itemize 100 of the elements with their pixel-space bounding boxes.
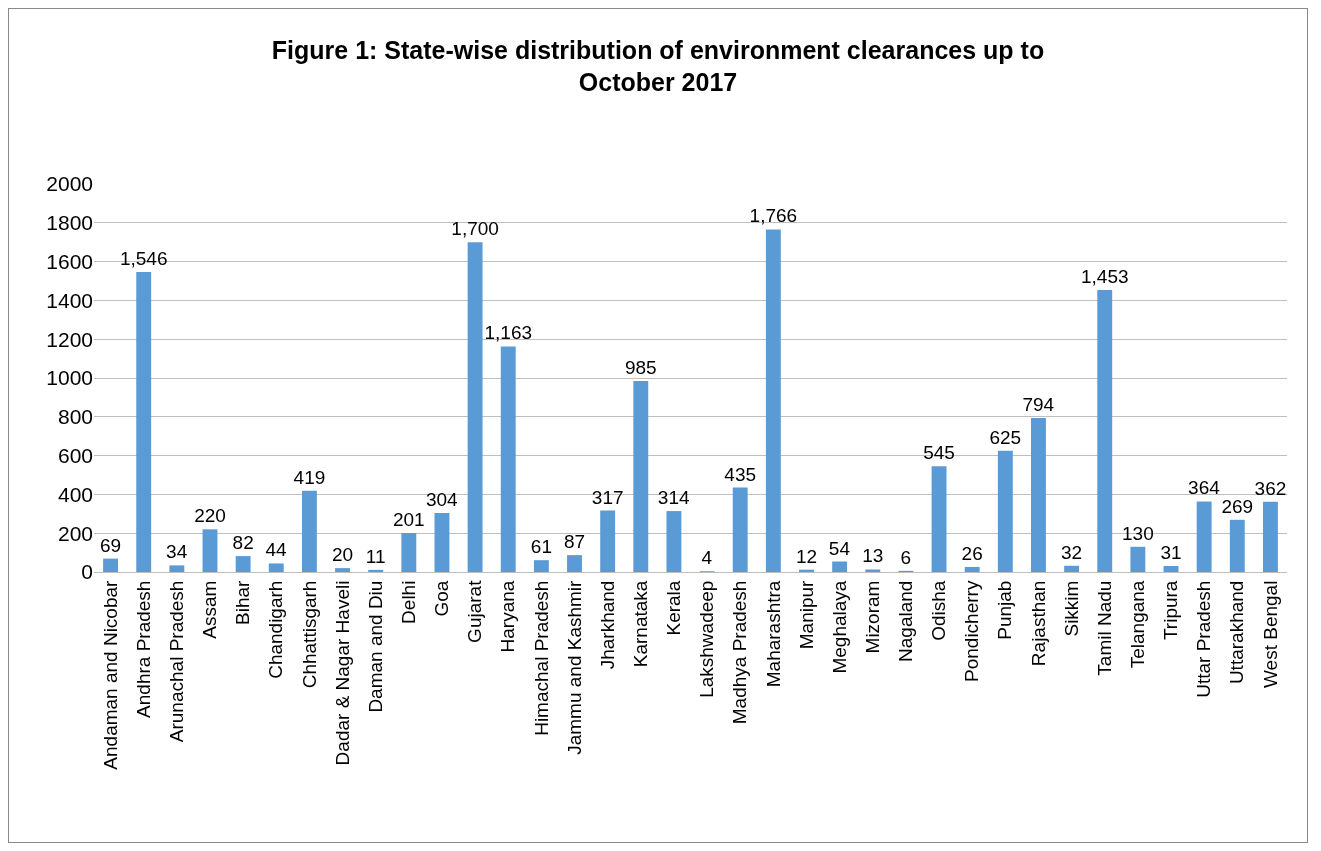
data-label: 130 bbox=[1122, 522, 1154, 544]
data-label: 6 bbox=[900, 546, 912, 568]
bar bbox=[202, 529, 218, 572]
x-tick-label: Pondicherry bbox=[961, 580, 983, 682]
data-label: 61 bbox=[530, 536, 552, 558]
y-tick-label: 200 bbox=[57, 521, 93, 545]
x-tick-label: Bihar bbox=[232, 579, 254, 625]
x-tick-label: Karnataka bbox=[629, 580, 651, 668]
x-tick-label: Mizoram bbox=[861, 580, 883, 654]
y-tick-label: 1600 bbox=[46, 249, 93, 273]
y-tick-label: 1000 bbox=[46, 366, 93, 390]
bar bbox=[666, 511, 682, 572]
data-label: 625 bbox=[989, 426, 1022, 448]
bar bbox=[732, 487, 748, 572]
data-label: 26 bbox=[961, 542, 983, 564]
y-tick-label: 600 bbox=[57, 443, 93, 467]
bar bbox=[368, 569, 384, 572]
data-label: 419 bbox=[293, 466, 326, 488]
y-tick-label: 1800 bbox=[46, 211, 93, 235]
bar bbox=[1064, 565, 1080, 572]
data-label: 201 bbox=[392, 509, 425, 531]
y-tick-label: 400 bbox=[57, 482, 93, 506]
bar bbox=[1031, 417, 1046, 572]
x-tick-label: Dadar & Nagar Haveli bbox=[331, 580, 353, 766]
data-label: 314 bbox=[657, 487, 690, 509]
bar bbox=[434, 513, 450, 572]
y-tick-label: 800 bbox=[57, 405, 93, 429]
bar bbox=[103, 558, 119, 572]
data-label: 13 bbox=[862, 545, 884, 567]
x-tick-label: Chhattisgarh bbox=[298, 580, 320, 689]
x-tick-label: Kerala bbox=[663, 580, 685, 636]
data-label: 54 bbox=[828, 537, 851, 559]
bar bbox=[600, 510, 616, 572]
x-tick-label: Rajasthan bbox=[1027, 580, 1049, 667]
y-tick-label: 1400 bbox=[46, 288, 93, 312]
data-label: 32 bbox=[1061, 541, 1083, 563]
data-label: 220 bbox=[194, 505, 226, 527]
bar bbox=[533, 560, 549, 572]
bar bbox=[765, 229, 781, 572]
x-tick-label: Sikkim bbox=[1060, 580, 1082, 637]
data-label: 44 bbox=[265, 539, 288, 561]
data-label: 364 bbox=[1188, 477, 1221, 499]
x-tick-label: Himachal Pradesh bbox=[530, 580, 552, 736]
bar bbox=[865, 569, 881, 572]
x-tick-label: West Bengal bbox=[1259, 580, 1281, 688]
bar bbox=[1196, 501, 1212, 572]
x-tick-label: Telangana bbox=[1127, 580, 1149, 669]
bar bbox=[1097, 290, 1113, 572]
x-tick-label: Jharkhand bbox=[596, 580, 618, 670]
data-label: 20 bbox=[331, 544, 354, 566]
data-label: 82 bbox=[232, 532, 254, 554]
data-label: 304 bbox=[425, 489, 459, 511]
data-label: 31 bbox=[1160, 541, 1182, 563]
bar bbox=[467, 242, 483, 572]
bar bbox=[235, 556, 251, 572]
data-label: 11 bbox=[365, 545, 386, 567]
bar bbox=[1163, 565, 1179, 572]
x-tick-label: Tamil Nadu bbox=[1093, 580, 1115, 676]
x-tick-label: Tripura bbox=[1160, 580, 1182, 641]
x-tick-label: Gujarat bbox=[464, 579, 486, 643]
x-tick-label: Arunachal Pradesh bbox=[166, 580, 188, 743]
data-label: 69 bbox=[100, 534, 122, 556]
data-label: 12 bbox=[795, 545, 818, 567]
x-tick-label: Meghalaya bbox=[828, 580, 850, 674]
data-label: 1,453 bbox=[1080, 266, 1129, 288]
data-label: 545 bbox=[923, 442, 955, 464]
x-tick-label: Maharashtra bbox=[762, 580, 784, 688]
data-label: 435 bbox=[724, 463, 757, 485]
y-tick-label: 0 bbox=[81, 560, 93, 584]
data-label: 1,163 bbox=[484, 322, 533, 344]
bar bbox=[401, 533, 417, 572]
data-label: 1,700 bbox=[451, 218, 499, 240]
x-tick-label: Odisha bbox=[928, 580, 950, 641]
bar bbox=[1229, 519, 1245, 572]
bar bbox=[1130, 546, 1146, 572]
x-tick-label: Jammu and Kashmir bbox=[563, 579, 585, 755]
bar bbox=[964, 566, 980, 572]
bar bbox=[268, 563, 284, 572]
bar bbox=[832, 561, 848, 572]
x-tick-label: Madhya Pradesh bbox=[729, 580, 751, 725]
x-tick-label: Chandigarh bbox=[265, 580, 287, 679]
bar bbox=[335, 568, 350, 572]
data-label: 985 bbox=[624, 356, 657, 378]
x-tick-label: Uttarakhand bbox=[1226, 580, 1248, 685]
bar bbox=[136, 272, 152, 572]
bar bbox=[500, 346, 516, 572]
x-tick-label: Daman and Diu bbox=[364, 580, 386, 713]
data-label: 4 bbox=[701, 547, 713, 569]
x-tick-label: Punjab bbox=[994, 580, 1016, 640]
bar bbox=[997, 450, 1013, 572]
data-label: 362 bbox=[1254, 477, 1287, 499]
x-tick-label: Assam bbox=[199, 580, 221, 639]
bar bbox=[567, 555, 582, 572]
data-label: 794 bbox=[1022, 393, 1055, 415]
y-tick-label: 2000 bbox=[46, 172, 93, 196]
bar bbox=[633, 380, 649, 572]
x-tick-label: Andaman and Nicobar bbox=[99, 579, 121, 770]
x-tick-label: Uttar Pradesh bbox=[1193, 580, 1215, 698]
x-tick-label: Nagaland bbox=[895, 580, 917, 662]
x-tick-label: Andhra Pradesh bbox=[132, 580, 154, 718]
